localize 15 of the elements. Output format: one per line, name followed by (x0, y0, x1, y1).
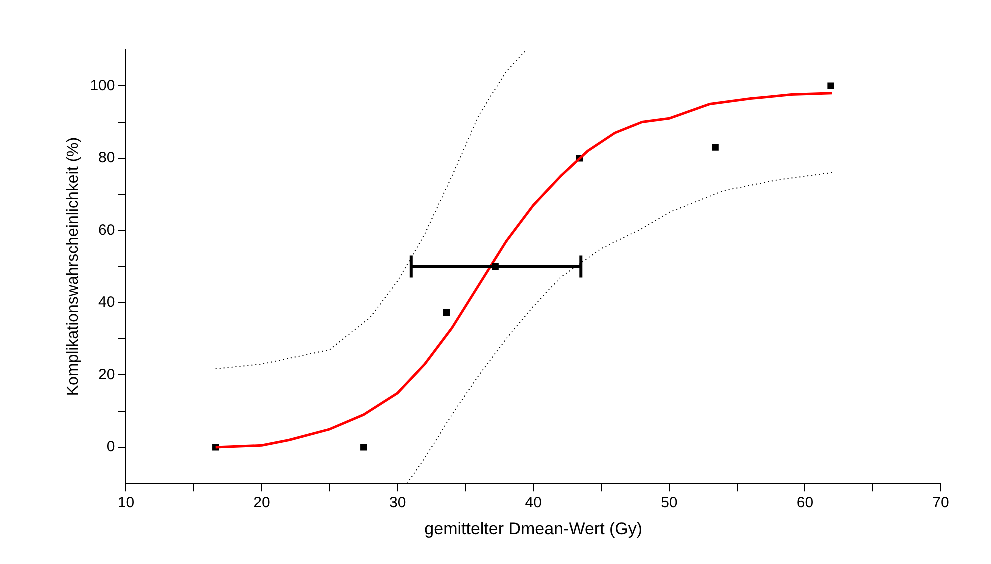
x-tick-label: 30 (389, 494, 406, 512)
y-tick-label: 100 (90, 77, 116, 94)
x-tick-label: 70 (932, 494, 950, 512)
y-tick-label: 20 (98, 366, 116, 384)
y-tick-label: 40 (98, 294, 116, 312)
x-tick-label: 10 (118, 494, 135, 512)
y-tick-label: 60 (98, 222, 116, 239)
x-tick-label: 20 (254, 494, 270, 512)
x-tick-label: 60 (796, 494, 814, 512)
x-tick-label: 50 (661, 494, 678, 512)
y-axis-title: Komplikationswahrscheinlichkeit (%) (65, 137, 82, 396)
y-tick-label: 0 (106, 438, 116, 456)
x-tick-label: 40 (525, 494, 542, 512)
y-tick-label: 80 (98, 150, 116, 167)
x-axis-title: gemittelter Dmean-Wert (Gy) (424, 519, 643, 538)
